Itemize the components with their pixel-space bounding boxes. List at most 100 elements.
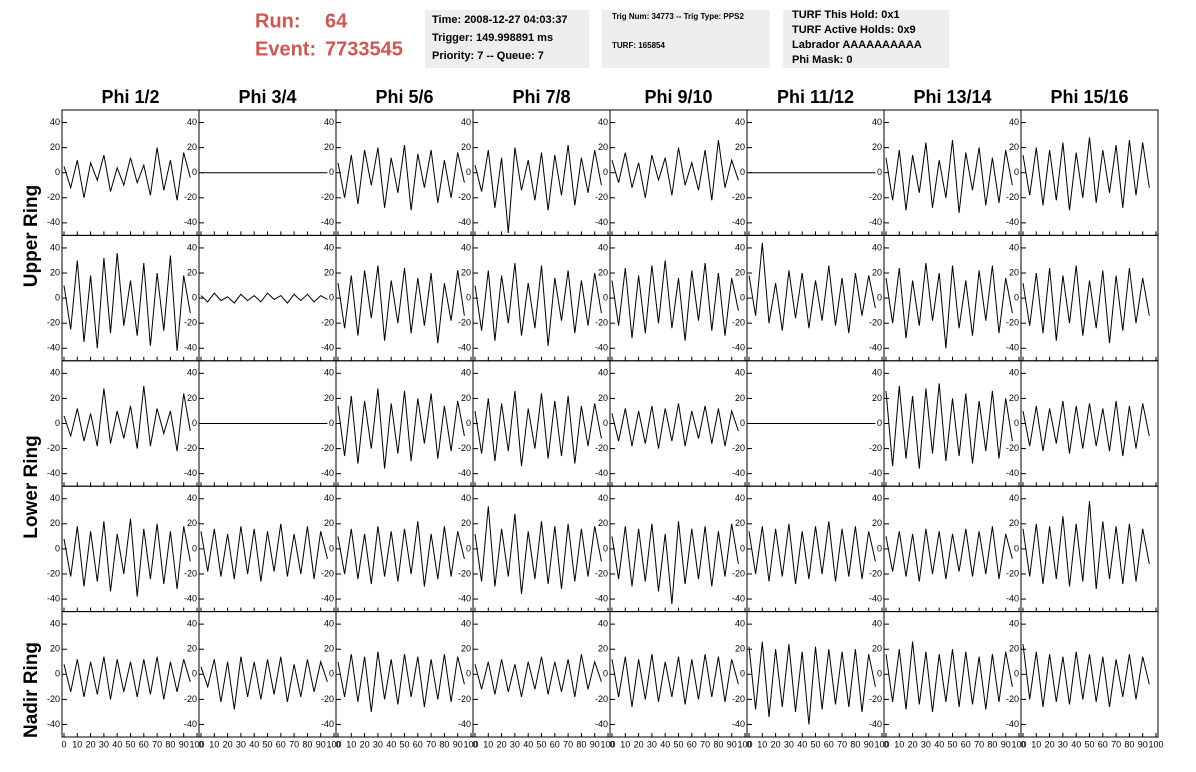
waveform: [200, 292, 328, 304]
waveform: [63, 656, 191, 700]
y-tick-label: 0: [55, 543, 60, 553]
waveform: [337, 388, 465, 469]
y-tick-label: 0: [466, 543, 471, 553]
y-tick-label: 0: [877, 167, 882, 177]
y-tick-label: -20: [595, 694, 608, 704]
y-tick-label: 40: [598, 493, 608, 503]
info-line: TURF: 165854: [612, 41, 665, 50]
y-tick-label: 40: [324, 493, 334, 503]
x-tick-label: 50: [810, 739, 820, 749]
x-tick-label: 20: [360, 739, 370, 749]
y-tick-label: 40: [324, 117, 334, 127]
y-tick-label: 0: [329, 543, 334, 553]
y-tick-label: 40: [50, 619, 60, 629]
waveform: [885, 262, 1013, 349]
y-tick-label: 20: [324, 142, 334, 152]
x-tick-label: 30: [236, 739, 246, 749]
y-tick-label: 40: [50, 493, 60, 503]
waveform: [474, 262, 602, 346]
x-tick-label: 10: [1031, 739, 1041, 749]
y-tick-label: 20: [324, 644, 334, 654]
x-tick-label: 60: [413, 739, 423, 749]
y-tick-label: 0: [329, 418, 334, 428]
y-tick-label: 20: [1009, 393, 1019, 403]
y-tick-label: 40: [187, 368, 197, 378]
y-tick-label: 0: [603, 292, 608, 302]
x-tick-label: 30: [647, 739, 657, 749]
y-tick-label: 20: [187, 393, 197, 403]
waveform: [337, 145, 465, 211]
x-tick-label: 100: [326, 739, 341, 749]
x-tick-label: 50: [262, 739, 272, 749]
y-tick-label: -40: [732, 343, 745, 353]
x-tick-label: 10: [483, 739, 493, 749]
y-tick-label: 20: [50, 644, 60, 654]
waveform: [748, 521, 876, 585]
y-tick-label: -40: [732, 468, 745, 478]
y-tick-label: 40: [187, 117, 197, 127]
x-tick-label: 70: [152, 739, 162, 749]
panel-frame: [335, 611, 474, 738]
x-tick-label: 10: [209, 739, 219, 749]
x-tick-label: 90: [453, 739, 463, 749]
y-tick-label: 20: [50, 267, 60, 277]
y-tick-label: -20: [184, 192, 197, 202]
y-tick-label: 0: [603, 167, 608, 177]
y-tick-label: -20: [732, 318, 745, 328]
x-tick-label: 50: [673, 739, 683, 749]
x-tick-label: 0: [198, 739, 203, 749]
panel-frame: [198, 234, 337, 362]
y-tick-label: 0: [192, 669, 197, 679]
x-tick-label: 0: [883, 739, 888, 749]
x-tick-label: 0: [335, 739, 340, 749]
x-tick-label: 20: [1045, 739, 1055, 749]
panel-frame: [61, 360, 200, 487]
y-tick-label: -20: [458, 192, 471, 202]
y-tick-label: 40: [187, 493, 197, 503]
y-tick-label: -40: [458, 593, 471, 603]
y-tick-label: 0: [877, 669, 882, 679]
panel-frame: [198, 485, 337, 613]
y-tick-label: -20: [184, 568, 197, 578]
y-tick-label: 40: [872, 242, 882, 252]
x-tick-label: 100: [600, 739, 615, 749]
panel-frame: [609, 360, 748, 487]
y-tick-label: 0: [603, 669, 608, 679]
waveform: [748, 641, 876, 725]
info-line: Priority: 7 -- Queue: 7: [432, 50, 544, 62]
y-tick-label: 40: [461, 368, 471, 378]
y-tick-label: 20: [1009, 267, 1019, 277]
y-tick-label: 40: [598, 368, 608, 378]
panel-frame: [609, 109, 748, 236]
x-tick-label: 60: [276, 739, 286, 749]
waveform: [885, 140, 1013, 213]
waveform: [337, 265, 465, 344]
x-tick-label: 90: [316, 739, 326, 749]
x-tick-label: 40: [934, 739, 944, 749]
column-title: Phi 5/6: [375, 87, 433, 107]
panel-frame: [883, 611, 1022, 738]
y-tick-label: -40: [732, 719, 745, 729]
y-tick-label: -40: [732, 217, 745, 227]
y-tick-label: 40: [187, 242, 197, 252]
y-tick-label: -40: [184, 468, 197, 478]
x-tick-label: 10: [757, 739, 767, 749]
y-tick-label: 40: [461, 242, 471, 252]
y-tick-label: 0: [192, 292, 197, 302]
x-tick-label: 60: [1098, 739, 1108, 749]
panel-frame: [61, 485, 200, 613]
y-tick-label: -40: [184, 217, 197, 227]
y-tick-label: 20: [461, 142, 471, 152]
x-tick-label: 80: [576, 739, 586, 749]
waveform: [200, 523, 328, 582]
y-tick-label: -20: [321, 192, 334, 202]
y-tick-label: -20: [869, 318, 882, 328]
y-tick-label: 0: [1014, 418, 1019, 428]
y-tick-label: 40: [1009, 117, 1019, 127]
x-tick-label: 0: [1020, 739, 1025, 749]
y-tick-label: 0: [466, 167, 471, 177]
y-tick-label: 40: [324, 619, 334, 629]
x-tick-label: 60: [687, 739, 697, 749]
y-tick-label: -20: [869, 568, 882, 578]
y-tick-label: 0: [55, 669, 60, 679]
